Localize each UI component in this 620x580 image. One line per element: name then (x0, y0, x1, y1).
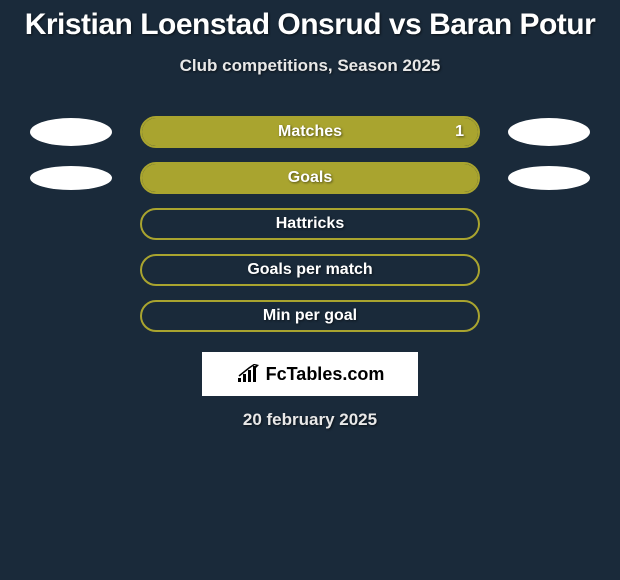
stat-row: Goals (0, 162, 620, 194)
left-ellipse-slot (30, 166, 140, 190)
right-ellipse-slot (480, 118, 590, 146)
stat-row: Goals per match (0, 254, 620, 286)
stat-bar: Goals (140, 162, 480, 194)
stats-list: Matches 1 Goals Hattricks Goals per match Min… (0, 116, 620, 332)
chart-icon (236, 364, 262, 384)
page-subtitle: Club competitions, Season 2025 (0, 56, 620, 76)
player1-ellipse (30, 118, 112, 146)
stat-label: Min per goal (263, 307, 357, 325)
page-title: Kristian Loenstad Onsrud vs Baran Potur (0, 8, 620, 42)
right-ellipse-slot (480, 166, 590, 190)
logo-box: FcTables.com (202, 352, 418, 396)
left-ellipse-slot (30, 118, 140, 146)
stat-label: Goals per match (247, 261, 372, 279)
stat-bar: Matches 1 (140, 116, 480, 148)
stat-row: Matches 1 (0, 116, 620, 148)
player2-ellipse (508, 118, 590, 146)
stat-label: Matches (278, 123, 342, 141)
logo-content: FcTables.com (236, 364, 385, 385)
stat-row: Min per goal (0, 300, 620, 332)
footer-date: 20 february 2025 (0, 410, 620, 430)
stat-bar: Min per goal (140, 300, 480, 332)
stat-label: Goals (288, 169, 332, 187)
logo-text: FcTables.com (266, 364, 385, 385)
player2-ellipse (508, 166, 590, 190)
stat-bar: Goals per match (140, 254, 480, 286)
stat-bar: Hattricks (140, 208, 480, 240)
stat-label: Hattricks (276, 215, 344, 233)
stat-row: Hattricks (0, 208, 620, 240)
player1-ellipse (30, 166, 112, 190)
stat-value-right: 1 (455, 123, 464, 141)
comparison-infographic: Kristian Loenstad Onsrud vs Baran Potur … (0, 0, 620, 430)
